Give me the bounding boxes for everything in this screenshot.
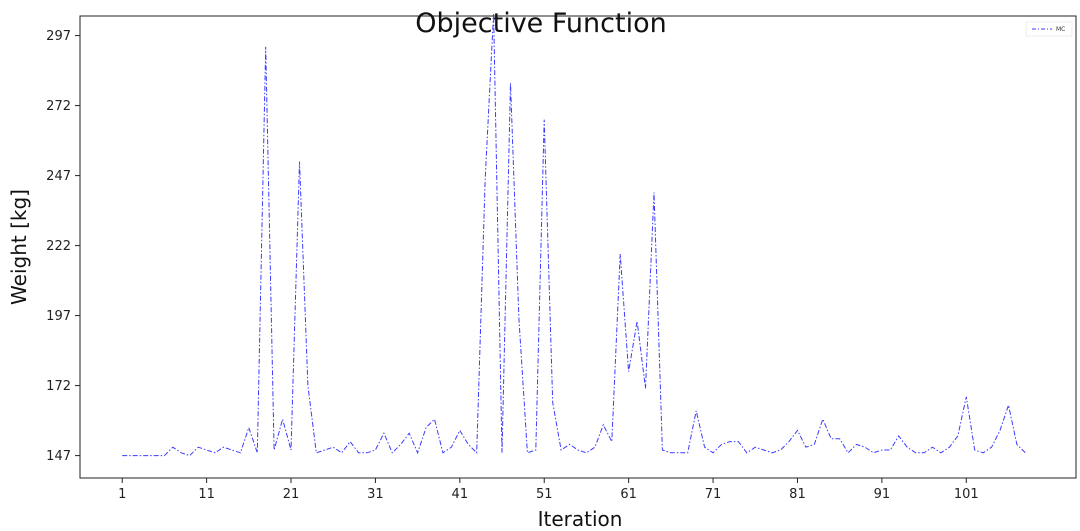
x-tick-label: 71: [705, 487, 722, 502]
y-tick-label: 197: [46, 309, 71, 324]
y-tick-label: 147: [46, 449, 71, 464]
y-tick-label: 222: [46, 239, 71, 254]
plot-frame: [79, 15, 1077, 479]
x-tick-label: 21: [283, 487, 300, 502]
x-axis-ticks: 1 11 21 31 41 51 61 71 81 91 101: [118, 478, 979, 502]
legend-box: [1025, 21, 1073, 37]
x-tick-label: 61: [620, 487, 637, 502]
y-axis-ticks: 147 172 197 222 247 272 297: [46, 29, 80, 464]
y-tick-label: 172: [46, 379, 71, 394]
series-line-mc: [122, 13, 1026, 457]
x-tick-label: 41: [452, 487, 469, 502]
y-tick-label: 297: [46, 29, 71, 44]
x-tick-label: 91: [874, 487, 891, 502]
x-axis-label: Iteration: [538, 507, 623, 531]
y-axis-label: Weight [kg]: [7, 189, 31, 305]
x-tick-label: 1: [118, 487, 126, 502]
x-tick-label: 31: [367, 487, 384, 502]
x-tick-label: 101: [954, 487, 979, 502]
chart-title: Objective Function: [415, 8, 666, 39]
x-tick-label: 81: [789, 487, 806, 502]
legend-label-mc: MC: [1056, 26, 1065, 33]
x-tick-label: 11: [198, 487, 215, 502]
legend: MC: [1025, 21, 1073, 37]
series-layer: [122, 13, 1026, 457]
y-tick-label: 247: [46, 169, 71, 184]
x-tick-label: 51: [536, 487, 553, 502]
y-tick-label: 272: [46, 99, 71, 114]
